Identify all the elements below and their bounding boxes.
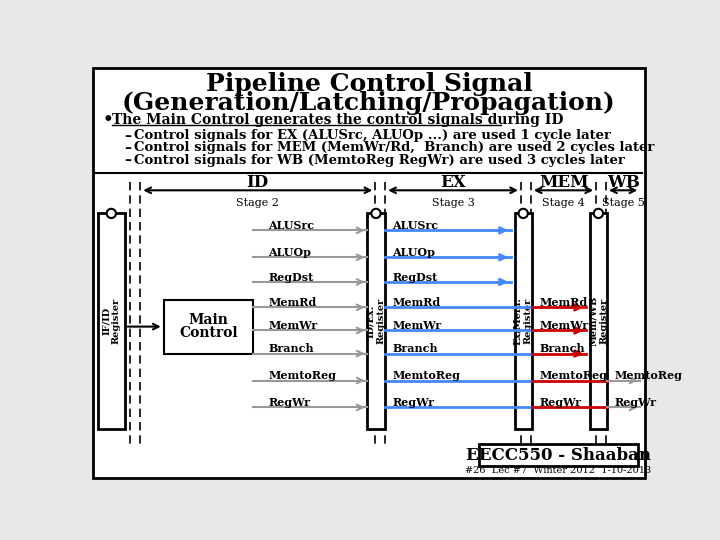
Text: RegDst: RegDst (269, 272, 313, 283)
Text: ID/Ex.
Register: ID/Ex. Register (366, 298, 386, 345)
Text: MemRd: MemRd (392, 297, 441, 308)
Text: Branch: Branch (539, 343, 585, 354)
Text: MemRd: MemRd (539, 297, 588, 308)
Text: ALUOp: ALUOp (269, 247, 311, 258)
Circle shape (518, 209, 528, 218)
Text: Control signals for EX (ALUSrc, ALUOp ...) are used 1 cycle later: Control signals for EX (ALUSrc, ALUOp ..… (134, 129, 611, 142)
Text: MemWr: MemWr (539, 320, 589, 332)
Text: #26  Lec #7  Winter 2012  1-10-2013: #26 Lec #7 Winter 2012 1-10-2013 (465, 466, 651, 475)
Bar (367, 213, 384, 429)
Text: MEM: MEM (539, 174, 588, 191)
Text: –: – (124, 129, 131, 143)
Text: Control signals for MEM (MemWr/Rd,  Branch) are used 2 cycles later: Control signals for MEM (MemWr/Rd, Branc… (134, 141, 654, 154)
Bar (515, 213, 532, 429)
Bar (98, 213, 125, 429)
Text: MemtoReg: MemtoReg (269, 370, 336, 381)
Text: •: • (102, 111, 113, 129)
Text: ALUOp: ALUOp (392, 247, 436, 258)
Text: –: – (124, 141, 131, 155)
Text: RegWr: RegWr (539, 397, 582, 408)
Text: Mem/WB
Register: Mem/WB Register (589, 296, 608, 346)
Text: MemWr: MemWr (269, 320, 318, 332)
Text: WB: WB (607, 174, 639, 191)
Text: Control signals for WB (MemtoReg RegWr) are used 3 cycles later: Control signals for WB (MemtoReg RegWr) … (134, 154, 625, 167)
Text: The Main Control generates the control signals during ID: The Main Control generates the control s… (112, 113, 563, 127)
Text: Branch: Branch (269, 343, 314, 354)
Text: Main: Main (188, 313, 228, 327)
Circle shape (372, 209, 381, 218)
Text: RegWr: RegWr (392, 397, 434, 408)
Text: Control: Control (179, 326, 238, 340)
Text: EECC550 - Shaaban: EECC550 - Shaaban (466, 448, 651, 464)
Text: Pipeline Control Signal: Pipeline Control Signal (206, 72, 532, 96)
Text: –: – (124, 153, 131, 167)
Text: Stage 2: Stage 2 (236, 198, 279, 208)
Text: (Generation/Latching/Propagation): (Generation/Latching/Propagation) (122, 91, 616, 116)
Text: ALUSrc: ALUSrc (392, 220, 438, 231)
Bar (479, 444, 638, 466)
Text: ID: ID (247, 174, 269, 191)
Text: RegWr: RegWr (615, 397, 657, 408)
Text: MemtoReg: MemtoReg (539, 370, 608, 381)
Text: Stage 4: Stage 4 (542, 198, 585, 208)
Circle shape (107, 209, 116, 218)
Text: MemWr: MemWr (392, 320, 441, 332)
Circle shape (594, 209, 603, 218)
Text: MemRd: MemRd (269, 297, 317, 308)
Text: Branch: Branch (392, 343, 438, 354)
Bar (163, 300, 253, 354)
Text: RegWr: RegWr (269, 397, 310, 408)
Text: RegDst: RegDst (392, 272, 438, 283)
Text: IF/ID
Register: IF/ID Register (102, 298, 121, 345)
Text: Stage 3: Stage 3 (432, 198, 474, 208)
Text: Stage 5: Stage 5 (602, 198, 644, 208)
Text: Ex/Mem.
Register: Ex/Mem. Register (513, 298, 533, 345)
Text: MemtoReg: MemtoReg (392, 370, 460, 381)
Bar (590, 213, 607, 429)
Text: ALUSrc: ALUSrc (269, 220, 315, 231)
Text: EX: EX (440, 174, 466, 191)
Text: MemtoReg: MemtoReg (615, 370, 683, 381)
